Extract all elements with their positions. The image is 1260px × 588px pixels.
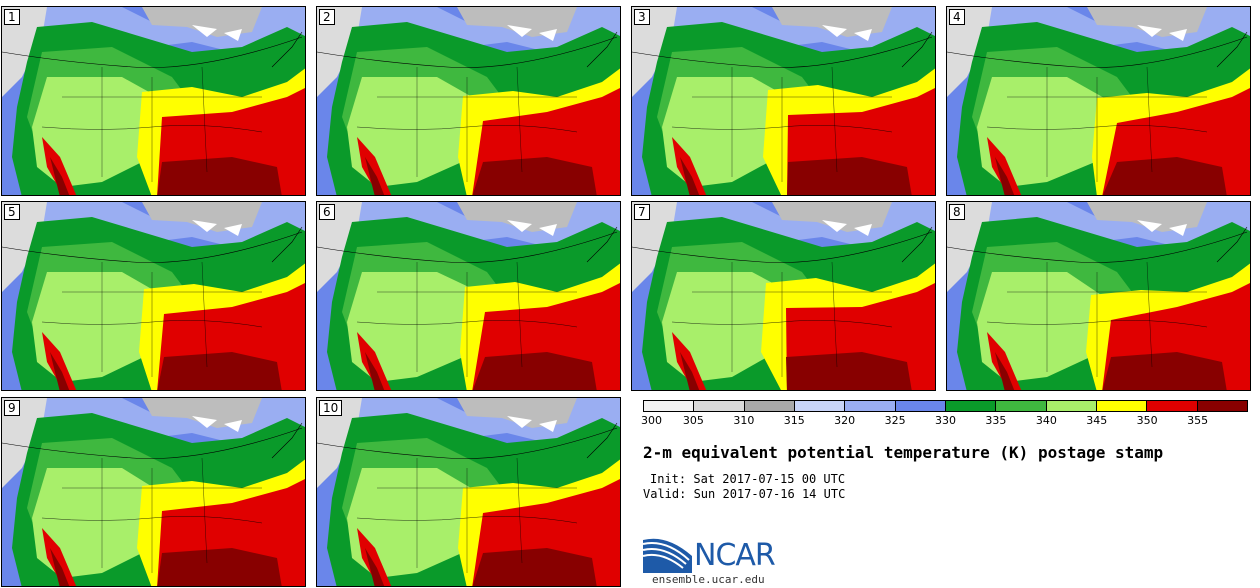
ensemble-member-map: 7 (631, 201, 936, 391)
valid-time: Valid: Sun 2017-07-16 14 UTC (643, 487, 846, 501)
colorbar-swatch (895, 401, 946, 411)
colorbar-tick: 330 (935, 414, 956, 427)
colorbar-tick: 345 (1086, 414, 1108, 427)
colorbar-swatch (1046, 401, 1097, 411)
colorbar-swatch (945, 401, 997, 411)
member-label: 2 (319, 9, 335, 25)
member-label: 3 (634, 9, 650, 25)
colorbar-swatch (1096, 401, 1148, 411)
site-url: ensemble.ucar.edu (652, 573, 765, 586)
init-time: Init: Sat 2017-07-15 00 UTC (650, 472, 846, 486)
member-label: 5 (4, 204, 20, 220)
colorbar-tick: 325 (884, 414, 906, 427)
member-label: 6 (319, 204, 335, 220)
colorbar-tick: 305 (682, 414, 704, 427)
ncar-logo-text: NCAR (694, 538, 776, 573)
colorbar-ticks: 300 305 310 315 320 325 330 335 340 345 350 355 (641, 414, 1248, 430)
member-label: 8 (949, 204, 965, 220)
ensemble-member-map: 3 (631, 6, 936, 196)
colorbar-swatch (1147, 401, 1198, 411)
colorbar-tick: 310 (733, 414, 755, 427)
ncar-logo-icon (642, 538, 692, 573)
ensemble-member-map: 9 (1, 397, 306, 587)
colorbar-swatch (694, 401, 745, 411)
member-label: 4 (949, 9, 965, 25)
member-label: 9 (4, 400, 20, 416)
colorbar-tick: 320 (834, 414, 856, 427)
colorbar-tick: 340 (1035, 414, 1057, 427)
colorbar-tick: 350 (1136, 414, 1158, 427)
ensemble-member-map: 10 (316, 397, 621, 587)
ensemble-member-map: 1 (1, 6, 306, 196)
colorbar-tick: 335 (985, 414, 1007, 427)
colorbar-tick: 300 (641, 414, 662, 427)
colorbar (643, 400, 1248, 412)
colorbar-swatch (644, 401, 695, 411)
member-label: 10 (319, 400, 343, 416)
ensemble-member-map: 8 (946, 201, 1251, 391)
colorbar-swatch (744, 401, 795, 411)
colorbar-swatch (794, 401, 846, 411)
colorbar-tick: 315 (783, 414, 805, 427)
colorbar-swatch (1197, 401, 1247, 411)
member-label: 1 (4, 9, 20, 25)
figure-title: 2-m equivalent potential temperature (K)… (643, 443, 1164, 462)
ensemble-member-map: 4 (946, 6, 1251, 196)
colorbar-swatch (996, 401, 1047, 411)
ensemble-member-map: 5 (1, 201, 306, 391)
colorbar-tick: 355 (1187, 414, 1209, 427)
ensemble-member-map: 6 (316, 201, 621, 391)
ensemble-member-map: 2 (316, 6, 621, 196)
member-label: 7 (634, 204, 650, 220)
colorbar-swatch (845, 401, 896, 411)
